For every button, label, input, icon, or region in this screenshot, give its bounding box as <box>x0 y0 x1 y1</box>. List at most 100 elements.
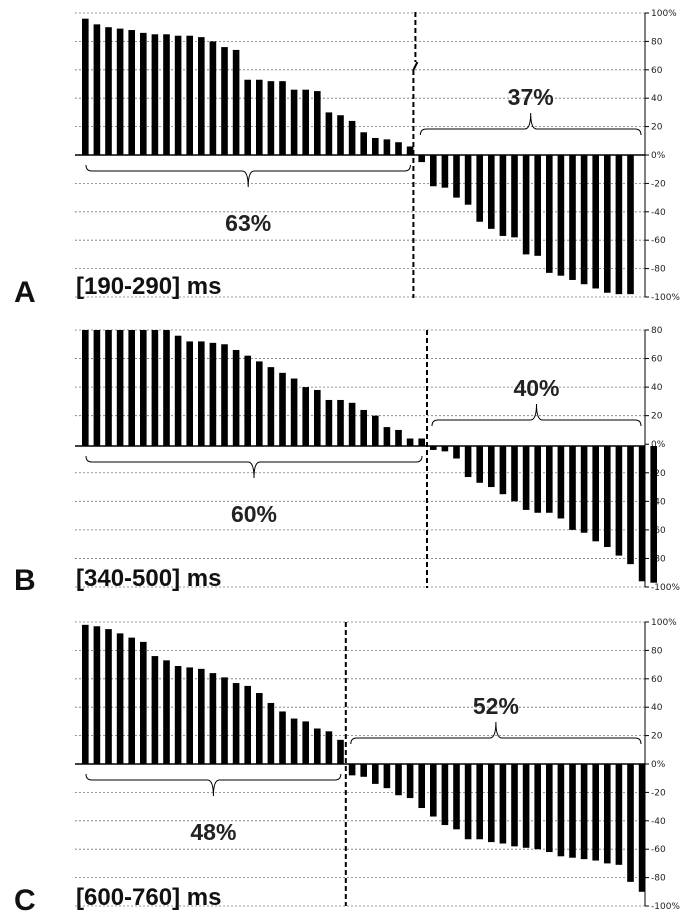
tick-label: 0% <box>651 151 666 161</box>
bar <box>638 764 646 892</box>
bar <box>511 155 518 238</box>
bar <box>441 155 449 188</box>
bar <box>302 89 309 155</box>
negative-brace <box>419 112 642 136</box>
bar <box>418 764 425 809</box>
bar <box>604 764 611 864</box>
bar <box>116 330 124 446</box>
bar <box>522 155 530 255</box>
bar <box>151 330 159 446</box>
bar <box>499 446 507 495</box>
bar <box>511 446 518 502</box>
bar <box>372 137 379 155</box>
bar <box>569 446 576 530</box>
tick-label: 80 <box>651 646 663 656</box>
bar <box>372 764 379 784</box>
bar <box>557 155 565 276</box>
bar <box>383 427 391 446</box>
tick-label: -20 <box>651 788 666 798</box>
tick-label: 60 <box>651 66 663 76</box>
bar <box>93 24 101 155</box>
bar <box>546 446 553 513</box>
bar <box>546 155 553 273</box>
bar <box>406 764 414 799</box>
positive-brace <box>85 773 342 797</box>
bar <box>430 446 437 450</box>
bar <box>511 764 518 847</box>
bar <box>163 34 170 155</box>
bar <box>488 446 495 488</box>
bar <box>302 387 309 446</box>
bar <box>128 330 135 446</box>
bar <box>105 27 112 156</box>
bar <box>476 446 483 483</box>
time-window-label: [190-290] ms <box>76 273 221 300</box>
bar <box>163 660 170 764</box>
bar <box>418 155 425 163</box>
bar <box>290 718 298 764</box>
bar <box>383 139 391 155</box>
bar <box>580 155 588 285</box>
bar <box>267 81 275 155</box>
bar <box>209 342 217 446</box>
bar <box>151 656 159 764</box>
bar <box>314 91 321 155</box>
negative-share-label: 52% <box>473 693 519 719</box>
bar <box>604 446 611 548</box>
tick-label: 80 <box>651 326 663 336</box>
bar <box>290 89 298 155</box>
bar <box>395 764 402 796</box>
bar <box>128 637 135 764</box>
bar <box>488 764 495 843</box>
bar <box>464 446 472 478</box>
bar <box>395 142 402 155</box>
bar <box>93 626 101 764</box>
tick-label: -40 <box>651 817 666 827</box>
bar <box>360 409 367 446</box>
tick-label: 40 <box>651 383 663 393</box>
bar <box>209 41 217 155</box>
bar <box>337 399 344 446</box>
bar <box>256 361 263 446</box>
bar <box>348 120 356 155</box>
bar <box>186 35 193 155</box>
chart-panel-c: 100% 80 60 40 20 0% -20 -40 -60 -80 -100% 48% 52% C [6… <box>14 618 680 914</box>
bar <box>360 764 367 777</box>
bar <box>279 372 286 446</box>
bar <box>198 341 205 446</box>
bar <box>140 641 147 764</box>
tick-label: -80 <box>651 874 666 884</box>
bar <box>522 446 530 510</box>
bar <box>534 155 541 256</box>
bar <box>221 677 228 764</box>
tick-label: -40 <box>651 208 666 218</box>
bar <box>151 34 159 155</box>
bar <box>279 81 286 155</box>
bar <box>372 415 379 446</box>
time-window-label: [600-760] ms <box>76 884 221 911</box>
bar <box>314 728 321 764</box>
bar <box>441 764 449 826</box>
bar <box>116 28 124 155</box>
bar <box>244 685 251 764</box>
bar <box>348 402 356 446</box>
bar <box>244 355 251 446</box>
bar <box>650 446 657 583</box>
tick-label: 40 <box>651 703 663 713</box>
negative-share-label: 40% <box>513 375 559 401</box>
bar <box>627 446 634 565</box>
positive-brace <box>85 455 423 479</box>
bar <box>592 764 599 861</box>
bar <box>522 764 530 848</box>
bar <box>267 367 275 446</box>
tick-label: 60 <box>651 675 663 685</box>
bar <box>592 155 599 289</box>
tick-label: 40 <box>651 94 663 104</box>
bar <box>627 764 634 882</box>
panel-letter: A <box>14 276 36 309</box>
tick-label: 20 <box>651 412 663 422</box>
bar <box>174 666 182 764</box>
bar <box>128 30 135 155</box>
bar <box>221 344 228 446</box>
bar <box>464 155 472 205</box>
